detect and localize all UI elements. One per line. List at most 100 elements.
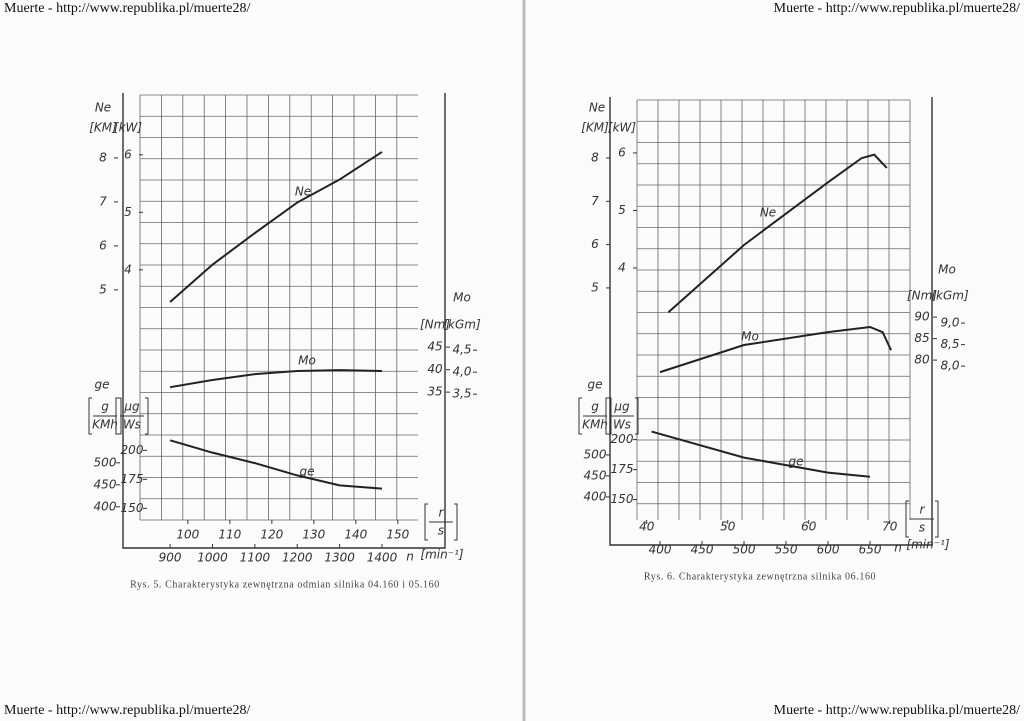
y-tick-label: 450: [584, 468, 607, 482]
y-tick-label: 4: [618, 261, 626, 275]
bracket: [905, 500, 939, 538]
curve: [667, 153, 888, 314]
y-tick-label: 5: [618, 203, 626, 217]
y-tick-label: 500: [94, 455, 117, 469]
x-tick-label: 400: [649, 543, 672, 557]
axis-unit: s: [919, 521, 925, 535]
x2-tick-label: 110: [218, 528, 241, 542]
x-axis-unit: [min⁻¹]: [906, 538, 949, 552]
x-tick-label: 600: [817, 543, 840, 557]
curve-label: Ne: [760, 206, 776, 220]
axis-unit: g: [591, 400, 599, 414]
curve-label: Mo: [298, 354, 316, 368]
axis-unit: [Nm]: [907, 289, 937, 303]
caption: Rys. 5. Charakterystyka zewnętrzna odmia…: [130, 579, 440, 590]
y-tick-label: 9,0: [940, 316, 959, 330]
y-tick-label: 175: [611, 462, 634, 476]
curve: [169, 369, 383, 389]
x2-tick-label: 40: [639, 520, 655, 534]
x-tick-label: 550: [775, 543, 798, 557]
frame: [122, 93, 446, 549]
axis-unit: [KM]: [89, 121, 117, 135]
curve-label: ge: [300, 465, 315, 479]
axis-unit: KMh: [582, 418, 608, 432]
y-group-label: ge: [95, 378, 110, 392]
axis-unit: [kGm]: [931, 289, 969, 303]
y-group-label: Mo: [453, 291, 471, 305]
axis-unit: Ws: [123, 418, 141, 432]
watermark: Muerte - http://www.republika.pl/muerte2…: [4, 1, 250, 16]
x-tick-label: 1400: [367, 551, 398, 565]
axis-unit: [KM]: [581, 121, 609, 135]
y-tick-label: 200: [611, 432, 634, 446]
curve: [169, 439, 383, 490]
y-tick-label: 7: [591, 194, 599, 208]
x-tick-label: 450: [691, 543, 714, 557]
frame: [609, 97, 933, 546]
axis-unit: KMh: [92, 418, 118, 432]
y-group-label: Mo: [938, 263, 956, 277]
caption: Rys. 6. Charakterystyka zewnętrzna silni…: [644, 571, 876, 582]
axis-unit: [kW]: [114, 121, 142, 135]
curve-label: Ne: [295, 185, 311, 199]
y-tick-label: 200: [121, 443, 144, 457]
y-tick-label: 400: [584, 489, 607, 503]
y-tick-label: 150: [121, 501, 144, 515]
x-tick-label: 1000: [197, 551, 228, 565]
watermark: Muerte - http://www.republika.pl/muerte2…: [774, 703, 1020, 718]
y-tick-label: 85: [914, 331, 929, 345]
x-tick-label: 650: [859, 543, 882, 557]
y-tick-label: 150: [611, 492, 634, 506]
curve: [169, 151, 383, 303]
curve: [659, 325, 892, 374]
axis-unit: μg: [123, 400, 140, 414]
x-tick-label: 1100: [240, 551, 271, 565]
y-tick-label: 4,0: [452, 365, 471, 379]
y-tick-label: 5: [124, 205, 132, 219]
x2-tick-label: 50: [720, 520, 736, 534]
curve: [651, 430, 871, 478]
x2-tick-label: 130: [302, 528, 325, 542]
x2-tick-label: 150: [386, 528, 409, 542]
y-group-label: ge: [588, 378, 603, 392]
y-group-label: Ne: [589, 101, 605, 115]
axis-unit: μg: [613, 400, 630, 414]
x-axis-label: n: [894, 541, 902, 555]
x-tick-label: 1300: [324, 551, 355, 565]
y-group-label: Ne: [95, 101, 111, 115]
y-tick-label: 90: [914, 310, 930, 324]
x-tick-label: 1200: [282, 551, 313, 565]
x2-tick-label: 140: [344, 528, 367, 542]
x-axis-label: n: [406, 550, 414, 564]
x-tick-label: 500: [733, 543, 756, 557]
y-tick-label: 8: [99, 150, 107, 164]
y-tick-label: 8: [591, 151, 599, 165]
axis-unit: g: [101, 400, 109, 414]
curve-label: Mo: [741, 330, 759, 344]
y-tick-label: 6: [591, 237, 599, 251]
bracket: [424, 503, 458, 541]
axis-unit: Ws: [613, 418, 631, 432]
axis-unit: [kW]: [608, 121, 636, 135]
y-tick-label: 7: [99, 194, 107, 208]
y-tick-label: 450: [94, 477, 117, 491]
axis-unit: [Nm]: [420, 318, 450, 332]
axis-unit: s: [438, 524, 444, 538]
y-tick-label: 5: [99, 282, 107, 296]
y-tick-label: 3,5: [452, 387, 471, 401]
y-tick-label: 6: [124, 147, 132, 161]
y-tick-label: 175: [121, 472, 144, 486]
axis-unit: [kGm]: [443, 318, 481, 332]
curve-label: ge: [789, 455, 804, 469]
x2-tick-label: 120: [260, 528, 283, 542]
x-axis-unit: [min⁻¹]: [420, 548, 463, 562]
axis-unit: r: [920, 503, 926, 517]
y-tick-label: 4,5: [452, 343, 471, 357]
y-tick-label: 8,0: [940, 359, 959, 373]
y-tick-label: 80: [914, 353, 930, 367]
y-tick-label: 40: [427, 362, 443, 376]
x-tick-label: 900: [159, 551, 182, 565]
y-tick-label: 35: [427, 385, 442, 399]
